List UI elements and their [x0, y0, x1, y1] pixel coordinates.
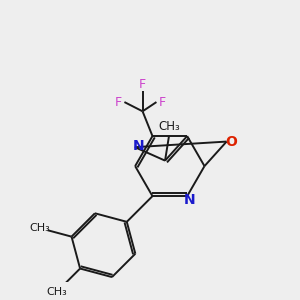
Text: F: F: [139, 78, 146, 92]
Text: N: N: [133, 139, 145, 152]
Text: O: O: [226, 135, 238, 148]
Text: CH₃: CH₃: [159, 120, 181, 133]
Text: N: N: [184, 193, 195, 207]
Text: CH₃: CH₃: [29, 223, 50, 233]
Text: F: F: [159, 96, 166, 109]
Text: F: F: [115, 96, 122, 109]
Text: CH₃: CH₃: [46, 287, 67, 297]
